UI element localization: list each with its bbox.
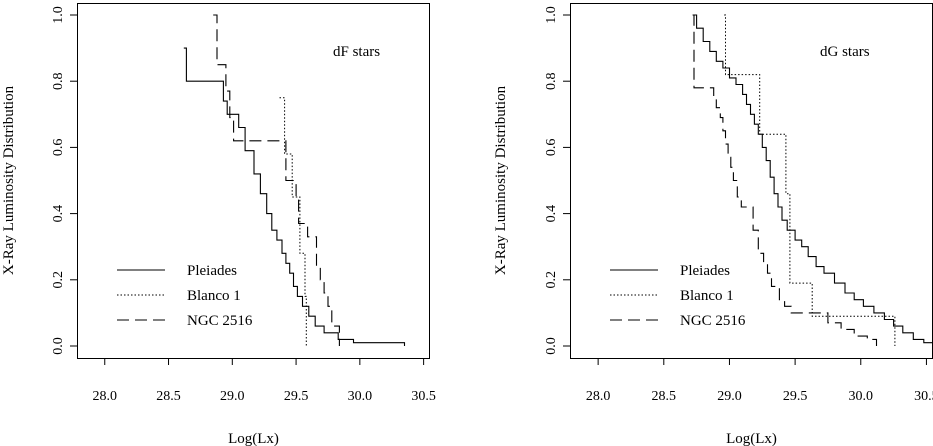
plot-frame <box>570 3 933 359</box>
panel-annotation: dG stars <box>820 44 870 60</box>
chart-panel-dF: 0.0 0.2 0.4 0.6 0.8 1.0 28.0 28.5 29.0 29.5 30.0 30… <box>1 3 436 446</box>
y-tick-label: 0.0 <box>544 337 559 355</box>
x-tick-label: 28.0 <box>93 389 118 404</box>
x-tick-label: 29.0 <box>717 389 742 404</box>
plot-frame <box>77 3 430 359</box>
series-line-blanco-1 <box>724 14 896 346</box>
legend-label-pleiades: Pleiades <box>187 263 237 279</box>
x-tick-label: 30.0 <box>348 389 373 404</box>
panel-annotation: dF stars <box>333 44 380 60</box>
y-axis-title: X-Ray Luminosity Distribution <box>1 85 17 275</box>
x-tick-label: 29.5 <box>284 389 309 404</box>
legend-label-ngc-2516: NGC 2516 <box>680 313 746 329</box>
y-axis-title: X-Ray Luminosity Distribution <box>493 85 509 275</box>
x-axis-title: Log(Lx) <box>726 431 777 446</box>
legend-label-blanco-1: Blanco 1 <box>187 288 241 304</box>
y-tick-label: 0.4 <box>51 205 66 223</box>
y-tick-label: 0.8 <box>544 72 559 90</box>
series-line-ngc-2516 <box>213 14 340 346</box>
y-tick-label: 0.6 <box>51 139 66 157</box>
x-tick-label: 30.5 <box>411 389 436 404</box>
x-tick-label: 28.5 <box>652 389 677 404</box>
y-tick-label: 0.6 <box>544 139 559 157</box>
x-tick-label: 28.5 <box>156 389 181 404</box>
x-tick-label: 28.0 <box>586 389 611 404</box>
series-line-ngc-2516 <box>692 14 878 346</box>
y-tick-label: 0.2 <box>544 271 559 289</box>
y-tick-label: 0.2 <box>51 271 66 289</box>
y-tick-label: 0.8 <box>51 72 66 90</box>
legend-label-pleiades: Pleiades <box>680 263 730 279</box>
legend-label-blanco-1: Blanco 1 <box>680 288 734 304</box>
x-tick-label: 29.5 <box>783 389 808 404</box>
series-line-pleiades <box>692 14 933 346</box>
x-axis-title: Log(Lx) <box>228 431 279 446</box>
x-tick-label: 30.0 <box>849 389 874 404</box>
y-tick-label: 1.0 <box>51 6 66 24</box>
series-line-blanco-1 <box>279 97 307 346</box>
y-tick-label: 0.4 <box>544 205 559 223</box>
chart-panel-dG: 0.0 0.2 0.4 0.6 0.8 1.0 28.0 28.5 29.0 29.5 30.0 30… <box>493 3 933 446</box>
series-line-pleiades <box>183 47 406 346</box>
x-tick-label: 29.0 <box>220 389 245 404</box>
y-tick-label: 0.0 <box>51 337 66 355</box>
x-tick-label: 30.5 <box>914 389 933 404</box>
legend-label-ngc-2516: NGC 2516 <box>187 313 253 329</box>
y-tick-label: 1.0 <box>544 6 559 24</box>
